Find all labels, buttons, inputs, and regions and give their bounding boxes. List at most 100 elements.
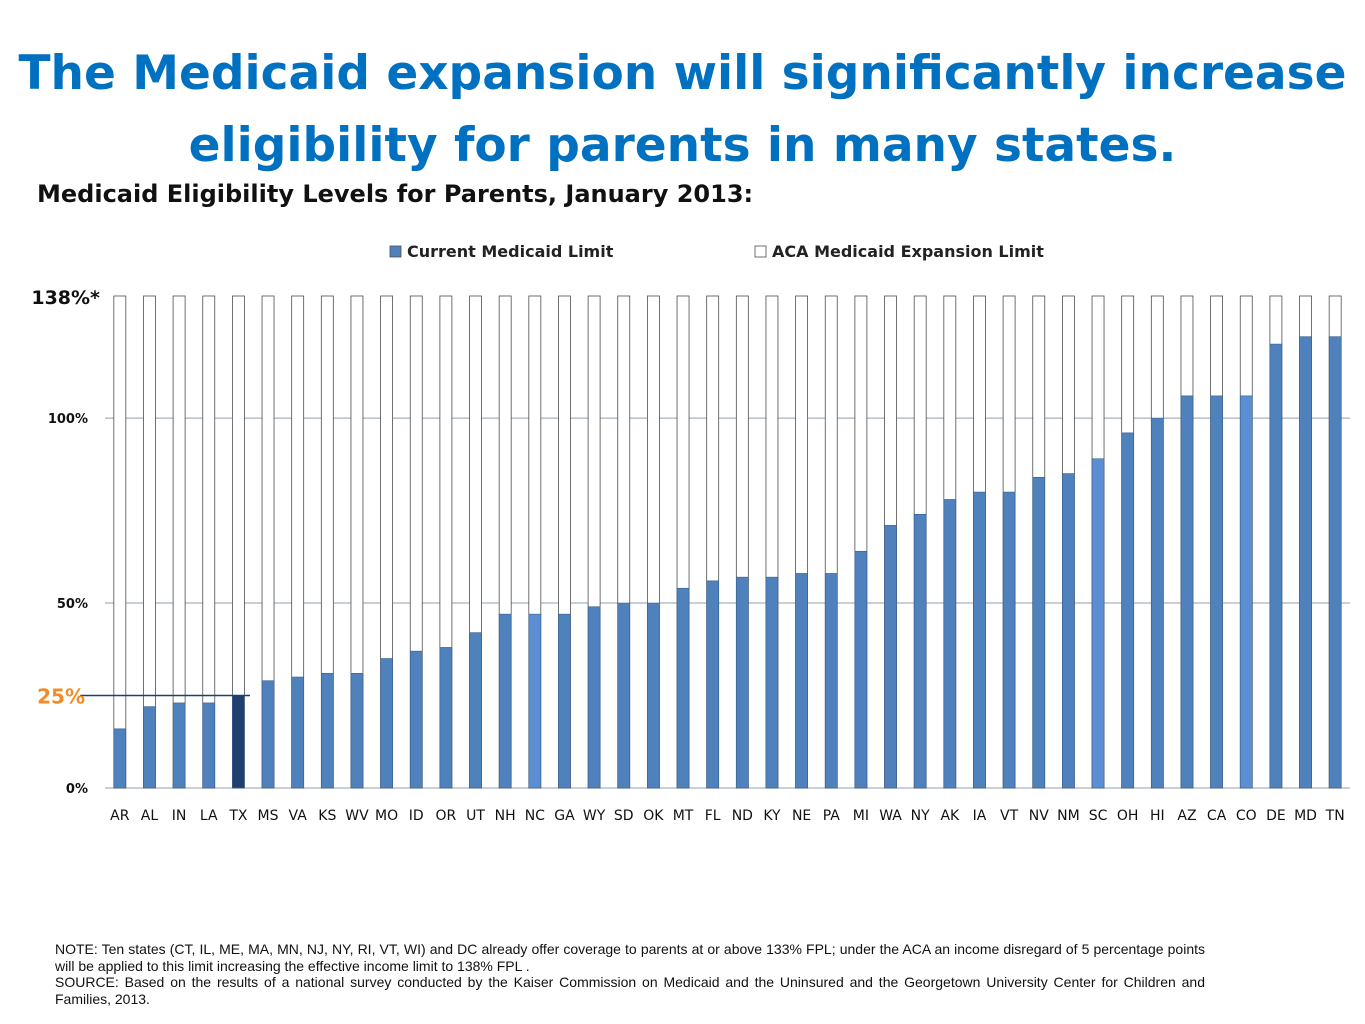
x-tick-label: FL <box>705 808 721 824</box>
bar-current-nv <box>1032 476 1046 789</box>
bar-current-tn <box>1328 336 1342 789</box>
bar-current-ms <box>261 680 275 789</box>
x-tick-label: KY <box>763 808 781 824</box>
legend-swatch <box>389 245 402 258</box>
x-tick-label: KS <box>318 808 336 824</box>
x-tick-label: AK <box>940 808 960 824</box>
bar-current-ky <box>765 576 779 789</box>
source-text: SOURCE: Based on the results of a nation… <box>55 974 1205 1007</box>
bar-current-ny <box>913 513 927 789</box>
x-tick-label: NC <box>525 808 545 824</box>
bar-current-id <box>409 650 423 789</box>
bar-current-az <box>1180 395 1194 789</box>
x-tick-label: MI <box>853 808 869 824</box>
x-tick-label: SD <box>614 808 634 824</box>
y-tick-label: 0% <box>66 782 88 797</box>
legend-label: Current Medicaid Limit <box>407 242 614 261</box>
annotation-label: 138%* <box>31 287 100 309</box>
x-tick-label: GA <box>554 808 575 824</box>
legend-swatch <box>754 245 767 258</box>
bar-current-nc <box>528 613 542 789</box>
bar-current-sd <box>617 602 631 789</box>
bar-current-ia <box>973 491 986 789</box>
bar-current-wa <box>884 525 897 789</box>
x-tick-label: WV <box>345 808 369 824</box>
legend-label: ACA Medicaid Expansion Limit <box>772 242 1044 261</box>
x-tick-label: ID <box>409 808 424 824</box>
x-tick-label: NH <box>495 808 516 824</box>
x-tick-label: NY <box>911 808 930 824</box>
bar-current-hi <box>1151 417 1164 789</box>
x-tick-label: MS <box>258 808 279 824</box>
x-tick-label: CO <box>1236 808 1257 824</box>
x-tick-label: DE <box>1266 808 1286 824</box>
x-axis-labels: AR AL IN LA TX MS VA KS WV MO ID OR UT NH NC GA WY SD OK MT… <box>110 808 1345 824</box>
bar-current-ks <box>321 673 334 789</box>
x-tick-label: IA <box>973 808 987 824</box>
x-tick-label: LA <box>200 808 218 824</box>
bar-current-mi <box>854 550 868 789</box>
x-tick-label: SC <box>1089 808 1108 824</box>
bar-current-ne <box>795 573 808 789</box>
x-tick-label: TX <box>228 808 248 824</box>
x-tick-label: UT <box>466 808 485 824</box>
chart-annotations: 138%* 25% <box>31 287 250 709</box>
bar-current-ca <box>1210 395 1223 789</box>
bar-current-nm <box>1062 473 1075 789</box>
x-tick-label: AZ <box>1177 808 1196 824</box>
bar-current-tx <box>232 695 245 789</box>
x-tick-label: NM <box>1057 808 1080 824</box>
x-tick-label: CA <box>1207 808 1227 824</box>
bar-current-or <box>439 647 453 789</box>
chart-note: NOTE: Ten states (CT, IL, ME, MA, MN, NJ… <box>55 941 1205 1007</box>
x-tick-label: WA <box>879 808 902 824</box>
x-tick-label: IN <box>172 808 187 824</box>
x-tick-label: HI <box>1150 808 1165 824</box>
bar-current-ga <box>558 613 571 789</box>
x-tick-label: OK <box>643 808 664 824</box>
chart-subtitle: Medicaid Eligibility Levels for Parents,… <box>37 180 754 208</box>
x-tick-label: VT <box>1000 808 1019 824</box>
bar-current-va <box>291 676 304 789</box>
bar-current-mo <box>380 658 393 789</box>
chart-legend: Current Medicaid Limit ACA Medicaid Expan… <box>389 242 1044 261</box>
bar-current-sc <box>1091 458 1105 789</box>
annotation-label: 25% <box>37 685 85 709</box>
note-text: NOTE: Ten states (CT, IL, ME, MA, MN, NJ… <box>55 941 1205 974</box>
bar-current-wy <box>587 606 601 789</box>
bar-current-fl <box>706 580 719 789</box>
bar-current-nh <box>498 613 512 789</box>
page-title: The Medicaid expansion will significantl… <box>18 46 1347 173</box>
x-tick-label: PA <box>823 808 841 824</box>
bar-current-la <box>202 702 216 789</box>
x-tick-label: MT <box>673 808 694 824</box>
x-tick-label: OH <box>1117 808 1139 824</box>
bar-current-md <box>1299 336 1312 789</box>
bar-current-vt <box>1002 491 1016 789</box>
bar-current-ar <box>113 728 127 789</box>
bar-current-co <box>1239 395 1253 789</box>
y-tick-label: 100% <box>48 412 88 427</box>
x-tick-label: AL <box>141 808 159 824</box>
chart-bars <box>113 295 1342 789</box>
chart-gridlines <box>105 417 1350 789</box>
bar-current-oh <box>1121 432 1134 789</box>
x-tick-label: NE <box>792 808 811 824</box>
x-tick-label: OR <box>436 808 457 824</box>
x-tick-label: TN <box>1325 808 1345 824</box>
bar-current-ok <box>647 602 660 789</box>
x-tick-label: MO <box>375 808 398 824</box>
x-tick-label: WY <box>583 808 606 824</box>
bar-current-in <box>172 702 186 789</box>
y-axis-labels: 0% 50% 100% <box>48 412 88 797</box>
bar-current-de <box>1269 343 1283 789</box>
x-tick-label: AR <box>110 808 130 824</box>
bar-current-ut <box>469 632 482 789</box>
y-tick-label: 50% <box>57 597 88 612</box>
bar-current-pa <box>824 573 838 789</box>
bar-current-wv <box>350 673 364 789</box>
bar-current-nd <box>736 576 749 789</box>
bar-current-mt <box>676 587 690 789</box>
bar-current-ak <box>943 499 957 789</box>
x-tick-label: MD <box>1294 808 1317 824</box>
